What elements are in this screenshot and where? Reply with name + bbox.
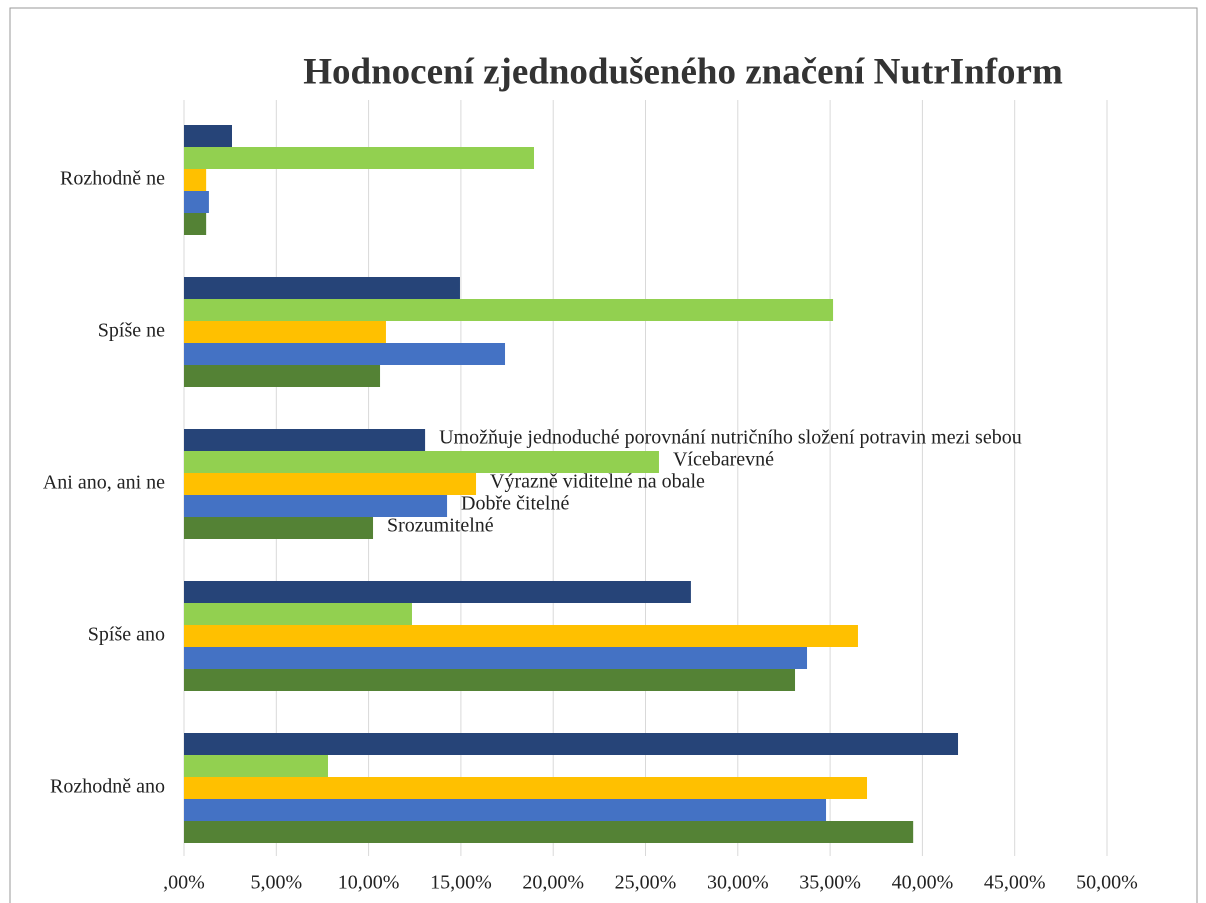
legend-label: Umožňuje jednoduché porovnání nutričního… xyxy=(439,427,1022,449)
x-tick-label: 20,00% xyxy=(522,872,584,894)
bar xyxy=(184,473,477,495)
bar xyxy=(184,581,691,603)
x-tick-label: 40,00% xyxy=(892,872,954,894)
x-tick-label: 50,00% xyxy=(1076,872,1138,894)
bar xyxy=(184,321,386,343)
y-tick-label: Ani ano, ani ne xyxy=(43,472,165,494)
bar xyxy=(184,799,827,821)
x-tick-label: 30,00% xyxy=(707,872,769,894)
chart-frame xyxy=(9,7,1198,903)
x-tick-label: 45,00% xyxy=(984,872,1046,894)
bar xyxy=(184,125,232,147)
x-tick-label: 25,00% xyxy=(615,872,677,894)
bar xyxy=(184,191,209,213)
bar xyxy=(184,755,328,777)
bar xyxy=(184,647,808,669)
bar xyxy=(184,147,535,169)
legend-label: Dobře čitelné xyxy=(461,493,569,515)
bar xyxy=(184,495,448,517)
bar xyxy=(184,517,374,539)
bar xyxy=(184,343,506,365)
x-tick-label: ,00% xyxy=(163,872,205,894)
bar xyxy=(184,603,412,625)
bar xyxy=(184,169,207,191)
x-tick-label: 10,00% xyxy=(338,872,400,894)
x-tick-label: 35,00% xyxy=(799,872,861,894)
legend-label: Výrazně viditelné na obale xyxy=(490,471,705,493)
bar xyxy=(184,669,796,691)
bar xyxy=(184,821,914,843)
chart-title: Hodnocení zjednodušeného značení NutrInf… xyxy=(303,51,1063,92)
bar xyxy=(184,451,659,473)
legend-label: Vícebarevné xyxy=(673,449,774,471)
x-tick-label: 5,00% xyxy=(250,872,302,894)
bar xyxy=(184,777,868,799)
x-tick-label: 15,00% xyxy=(430,872,492,894)
y-tick-label: Rozhodně ano xyxy=(50,776,165,798)
bar xyxy=(184,277,460,299)
bar xyxy=(184,733,959,755)
y-tick-label: Rozhodně ne xyxy=(60,168,165,190)
legend-label: Srozumitelné xyxy=(387,515,494,537)
bar xyxy=(184,213,207,235)
bar xyxy=(184,299,834,321)
bar xyxy=(184,365,381,387)
y-tick-label: Spíše ne xyxy=(98,320,165,342)
y-tick-label: Spíše ano xyxy=(88,624,165,646)
bar xyxy=(184,429,426,451)
bar xyxy=(184,625,858,647)
